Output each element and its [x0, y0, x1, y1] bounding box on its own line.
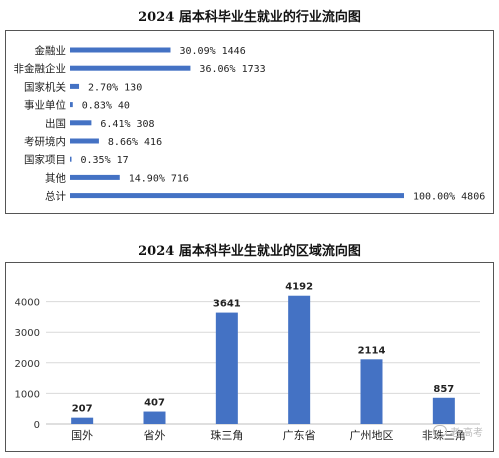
industry-bar-chart: 金融业 30.09% 1446 非金融企业 36.06% 1733 国家机关 2.70% … — [14, 44, 486, 203]
bar — [215, 312, 238, 424]
y-tick-label: 3000 — [15, 328, 40, 339]
bar — [70, 65, 191, 71]
data-label: 2114 — [358, 345, 386, 356]
data-label: 857 — [433, 384, 454, 395]
chart-title-region: 2024 届本科毕业生就业的区域流向图 — [138, 244, 361, 259]
y-tick-label: 0 — [34, 420, 40, 431]
data-label: 8.66% 416 — [108, 137, 162, 148]
bar — [70, 138, 99, 144]
data-label: 207 — [72, 404, 93, 415]
x-tick-label: 广州地区 — [350, 429, 394, 442]
bar — [71, 417, 94, 424]
region-bar-chart: 0 1000 2000 3000 4000 207 国外 407 省外 3641 珠三角 4192 广东… — [15, 282, 480, 442]
data-label: 100.00% 4806 — [413, 192, 485, 203]
category-label: 出国 — [45, 117, 66, 130]
bar — [70, 120, 92, 126]
y-tick-label: 1000 — [15, 389, 40, 400]
category-label: 事业单位 — [24, 99, 66, 112]
y-tick-label: 4000 — [15, 298, 40, 309]
bar — [70, 83, 80, 89]
chart-title-industry: 2024 届本科毕业生就业的行业流向图 — [138, 10, 361, 25]
bar — [432, 397, 455, 424]
bar — [70, 193, 404, 199]
data-label: 2.70% 130 — [88, 82, 142, 93]
bar — [70, 156, 72, 162]
data-label: 3641 — [213, 299, 241, 310]
category-label: 其他 — [45, 171, 66, 184]
category-label: 考研境内 — [24, 135, 66, 148]
data-label: 6.41% 308 — [100, 119, 154, 130]
category-label: 国家项目 — [24, 153, 66, 166]
watermark-text: 老 高考 — [449, 428, 483, 439]
category-label: 非金融企业 — [14, 62, 67, 75]
x-tick-label: 广东省 — [283, 429, 316, 442]
data-label: 407 — [144, 398, 165, 409]
x-tick-label: 国外 — [71, 429, 93, 442]
category-label: 金融业 — [35, 44, 67, 57]
data-label: 0.83% 40 — [82, 101, 130, 112]
bar — [70, 174, 120, 180]
bar — [288, 295, 311, 424]
bar — [360, 359, 383, 424]
chart-frame-industry: 金融业 30.09% 1446 非金融企业 36.06% 1733 国家机关 2.70% … — [5, 30, 494, 214]
bar — [70, 47, 171, 53]
category-label: 国家机关 — [24, 80, 66, 93]
data-label: 30.09% 1446 — [179, 46, 245, 57]
x-tick-label: 省外 — [144, 429, 166, 442]
chart-frame-region: 0 1000 2000 3000 4000 207 国外 407 省外 3641 珠三角 4192 广东… — [5, 262, 494, 452]
y-tick-label: 2000 — [15, 359, 40, 370]
category-label: 总计 — [45, 190, 66, 203]
bar — [143, 411, 166, 424]
data-label: 36.06% 1733 — [199, 64, 265, 75]
bar — [70, 102, 73, 108]
watermark: 老 高考 — [432, 424, 483, 439]
watermark-icon — [432, 425, 447, 437]
data-label: 4192 — [285, 282, 313, 293]
x-tick-label: 珠三角 — [210, 428, 243, 442]
data-label: 14.90% 716 — [129, 173, 189, 184]
data-label: 0.35% 17 — [81, 155, 129, 166]
